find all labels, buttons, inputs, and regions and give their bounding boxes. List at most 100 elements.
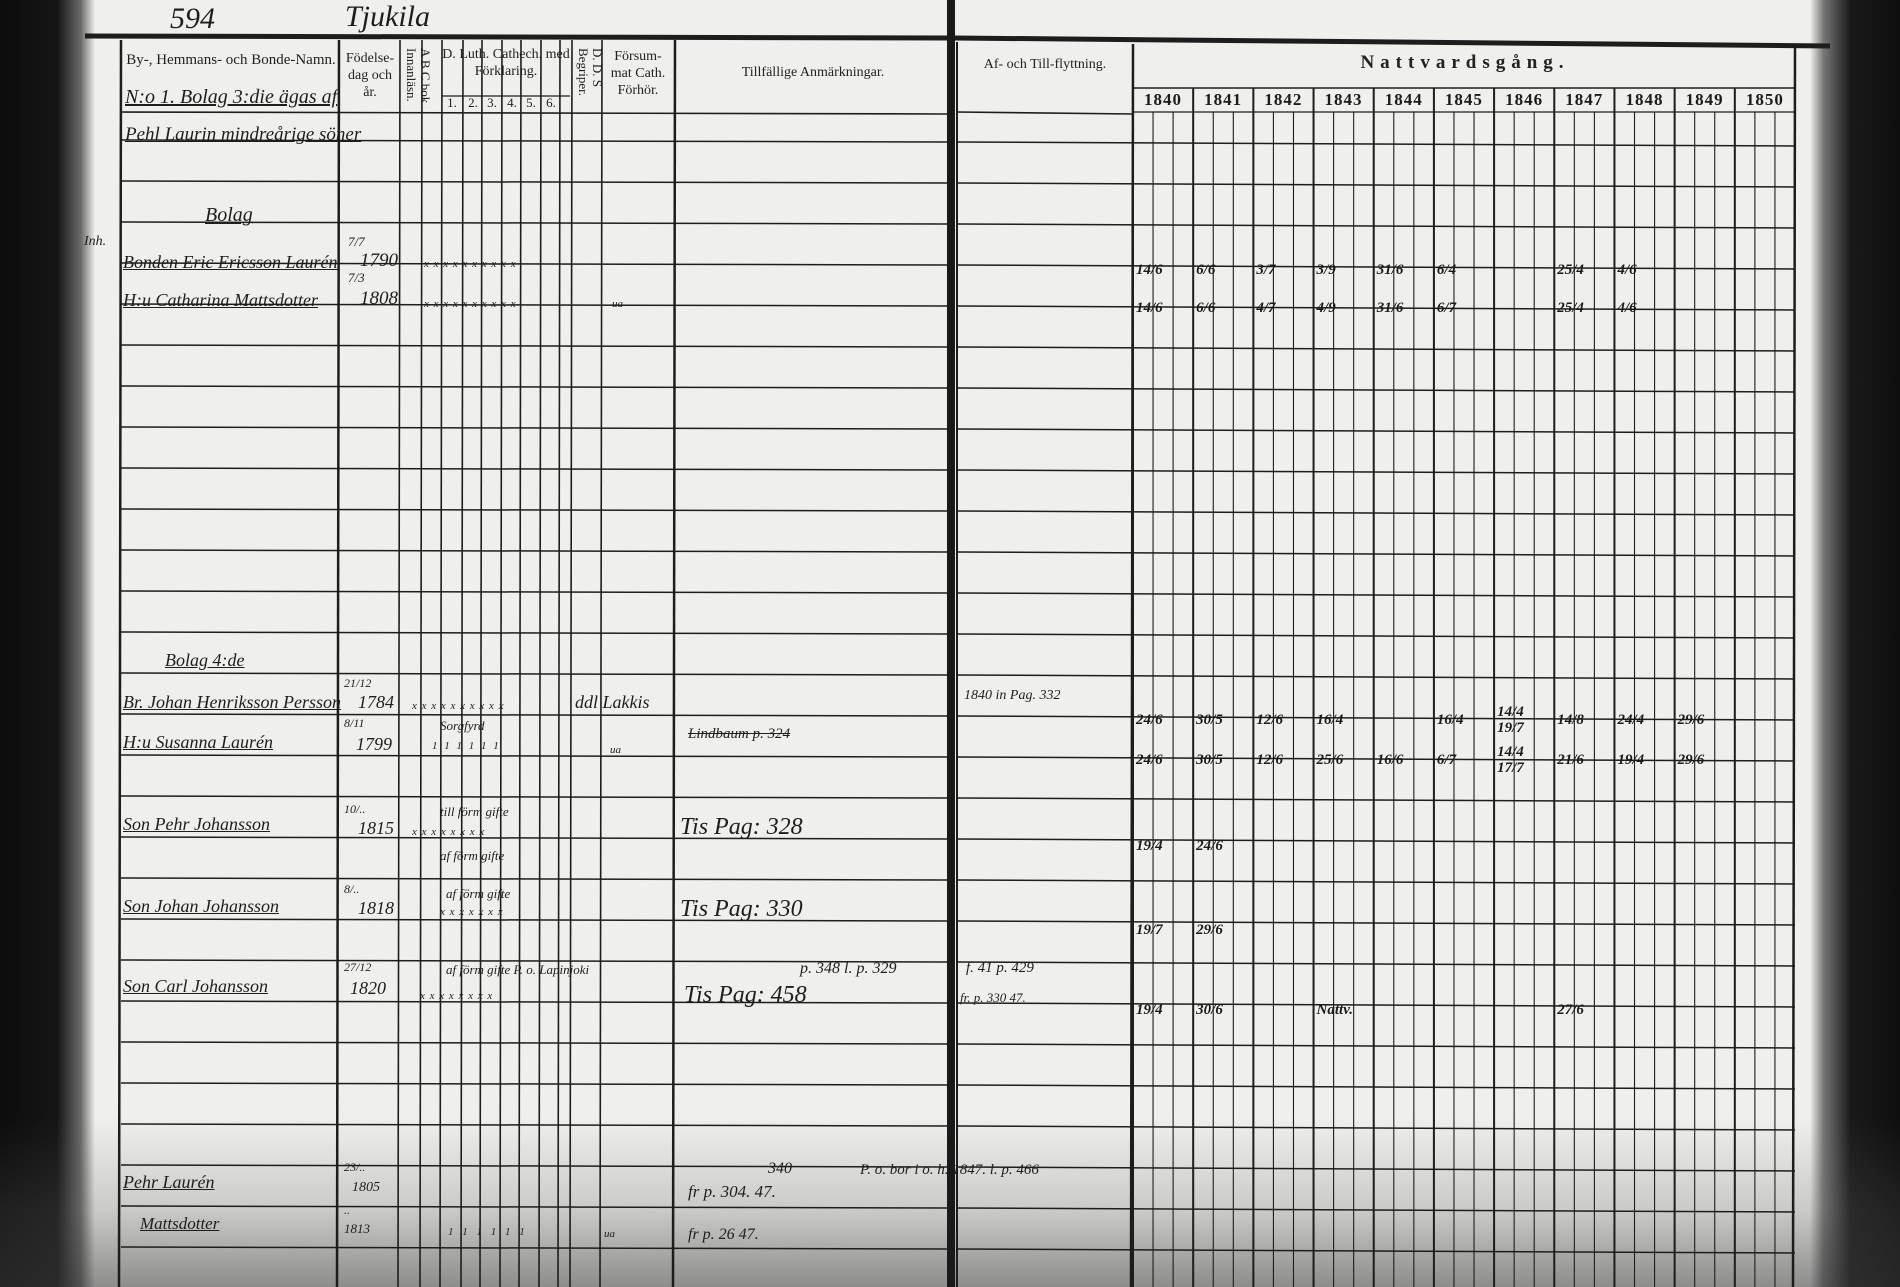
catech-marks: 1 1 1 1 1 1	[432, 740, 501, 752]
remark: fr p. 304. 47.	[688, 1182, 776, 1201]
row-rule	[956, 346, 1796, 352]
communion-date: 6/7	[1436, 300, 1457, 316]
birth-year: 1815	[358, 818, 394, 838]
row-rule	[956, 182, 1796, 188]
catech-marks: x x x x x x x x x x	[424, 258, 517, 270]
catech-note: af förm gifte	[440, 848, 505, 863]
communion-date: 19/4	[1136, 1002, 1163, 1018]
header-year: 1844	[1384, 90, 1423, 109]
birth-year: 1813	[344, 1221, 370, 1236]
column-rule	[1791, 45, 1797, 1287]
communion-date: 3/7	[1256, 262, 1276, 278]
row-rule	[956, 1166, 1796, 1172]
communion-date: 16/6	[1376, 752, 1404, 768]
birth-year: 1805	[352, 1180, 380, 1195]
header-catech-sub: 3.	[487, 95, 497, 110]
communion-date: 31/6	[1376, 262, 1404, 278]
household-label: N:o 1. Bolag 3:die ägas af	[125, 86, 338, 108]
column-rule	[499, 39, 503, 1287]
birth-day: 27/12	[344, 960, 372, 974]
row-rule	[956, 510, 1796, 516]
row-rule	[120, 1164, 948, 1168]
place-name: Tjukila	[345, 0, 431, 33]
header-catech-sub: 5.	[526, 95, 536, 110]
row-rule	[120, 139, 948, 143]
row-rule	[120, 877, 948, 881]
catech-marks: x x x x x x x x	[412, 826, 486, 838]
communion-date: 29/6	[1677, 752, 1705, 768]
row-rule	[956, 1207, 1796, 1213]
birth-day: 10/..	[344, 802, 366, 816]
header-name-col: By-, Hemmans- och Bonde-Namn.	[126, 52, 336, 68]
communion-date: 25/6	[1316, 752, 1344, 768]
communion-date: 14/6	[1136, 262, 1163, 278]
entry-name: Br. Johan Henriksson Persson	[123, 692, 341, 712]
communion-date: 4/9	[1316, 300, 1336, 316]
row-rule	[120, 1000, 948, 1004]
birth-year: 1790	[360, 250, 398, 271]
remark: Tis Pag: 328	[680, 814, 803, 840]
dds-note: ddl Lakkis	[575, 692, 650, 712]
communion-date: 14/6	[1136, 300, 1163, 316]
row-rule	[120, 467, 948, 471]
column-rule	[518, 39, 522, 1287]
header-year: 1846	[1505, 90, 1544, 109]
row-rule	[120, 385, 948, 389]
communion-date: 21/6	[1557, 752, 1584, 768]
entry-name: Pehr Laurén	[123, 1172, 215, 1192]
row-rule	[956, 223, 1796, 229]
household-label-line2: Pehl Laurin mindreårige söner	[125, 124, 362, 145]
header-year: 1849	[1685, 90, 1724, 109]
header-remarks-col: Tillfällige Anmärkningar.	[741, 65, 885, 80]
communion-date: 24/6	[1196, 838, 1223, 854]
catech-marks: x x x x x x x x x x	[412, 700, 505, 712]
entry-name: Son Pehr Johansson	[123, 814, 270, 834]
communion-date: 14/8	[1557, 712, 1584, 728]
header-year: 1840	[1144, 90, 1182, 109]
column-rule	[479, 39, 483, 1287]
birth-day: 8/11	[344, 716, 365, 730]
row-rule	[120, 713, 948, 717]
remark: Lindbaum p. 324	[688, 726, 791, 742]
communion-date: 27/6	[1557, 1002, 1584, 1018]
row-rule	[120, 795, 948, 799]
row-rule	[956, 715, 1796, 721]
remark: Tis Pag: 458	[684, 982, 807, 1008]
column-rule	[460, 39, 464, 1287]
communion-date: 25/4	[1557, 262, 1584, 278]
catech-note: Sorgfyrd	[440, 718, 485, 733]
row-rule	[956, 797, 1796, 803]
entry-name: Mattsdotter	[140, 1214, 220, 1233]
communion-date: 16/4	[1316, 712, 1344, 728]
row-rule	[120, 1123, 948, 1127]
birth-day: 21/12	[344, 676, 372, 690]
row-rule	[120, 959, 948, 963]
row-rule	[956, 1084, 1796, 1090]
top-rule	[954, 35, 1831, 49]
communion-date: 30/5	[1196, 752, 1223, 768]
row-rule	[120, 344, 948, 348]
row-rule	[956, 264, 1796, 270]
communion-date: 4/6	[1617, 300, 1637, 316]
communion-date: 12/6	[1256, 712, 1284, 728]
birth-year: 1820	[350, 978, 386, 998]
row-rule	[956, 469, 1796, 475]
communion-date: 14/4 19/7	[1497, 704, 1524, 736]
forsummat-mark: ua	[610, 744, 621, 756]
catech-marks: 1 1 1 1 1 1	[448, 1226, 528, 1238]
entry-prefix: Inh.	[84, 234, 107, 249]
row-rule	[956, 305, 1796, 311]
header-forsummat-col: Försum-mat Cath. Förhör.	[610, 49, 666, 98]
row-rule	[120, 262, 948, 266]
communion-date: 19/7	[1136, 922, 1163, 938]
header-catech-sub: 1.	[447, 95, 457, 110]
row-rule	[956, 1248, 1796, 1254]
entry-name: Bonden Eric Ericsson Laurén	[123, 252, 338, 272]
entry-name: Son Johan Johansson	[123, 896, 279, 916]
communion-date: Nattv.	[1316, 1002, 1354, 1018]
communion-date: 31/6	[1376, 300, 1404, 316]
book-fold	[947, 0, 955, 1287]
scan-border-right	[1810, 0, 1900, 1287]
catech-note: af förm gifte P. o. Lapinjoki	[446, 962, 590, 977]
row-rule	[120, 303, 948, 307]
